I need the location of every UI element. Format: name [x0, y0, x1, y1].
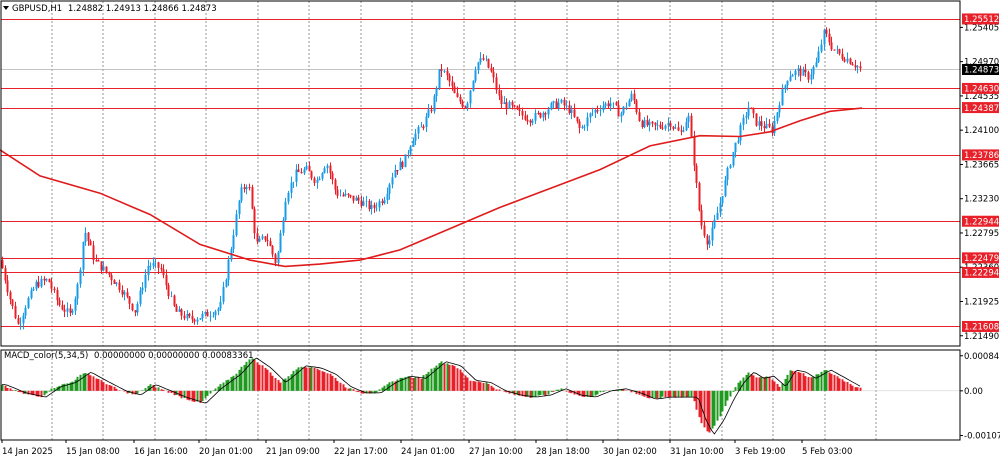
level-price-tag: [962, 102, 999, 114]
price-tick-label: 1.21490: [964, 332, 999, 342]
price-tick-label: 1.24970: [964, 58, 999, 68]
macd-signal-line: [2, 357, 861, 435]
time-tick-label: 3 Feb 19:00: [735, 447, 785, 457]
level-price-label: 1.24630: [964, 85, 999, 95]
time-tick-label: 24 Jan 01:00: [401, 447, 455, 457]
macd-tick-label: 0.00084161: [964, 352, 1000, 362]
price-tick-label: 1.24535: [964, 92, 999, 102]
header-symbol: GBPUSD,H1: [12, 4, 62, 14]
level-price-label: 1.25512: [964, 15, 999, 25]
price-panel[interactable]: [0, 1, 960, 346]
level-price-label: 1.22294: [964, 269, 999, 279]
price-tick-label: 1.23230: [964, 195, 999, 205]
macd-panel[interactable]: [1, 350, 960, 440]
level-price-tag: [962, 13, 999, 25]
chart-menu-icon[interactable]: [3, 6, 9, 10]
current-price-tag: [962, 64, 999, 75]
level-price-label: 1.22944: [964, 217, 999, 227]
moving-average-line: [0, 107, 863, 268]
time-tick-label: 20 Jan 01:00: [199, 447, 253, 457]
level-price-tag: [962, 82, 999, 94]
level-price-tag: [962, 215, 999, 227]
macd-tick-label: 0.00: [964, 387, 983, 397]
current-price-label: 1.24873: [964, 66, 999, 76]
header-ohlc: 1.24882 1.24913 1.24866 1.24873: [68, 4, 217, 14]
level-price-label: 1.22479: [964, 254, 999, 264]
time-tick-label: 5 Feb 03:00: [802, 447, 852, 457]
time-tick-label: 28 Jan 18:00: [536, 447, 590, 457]
time-tick-label: 14 Jan 2025: [2, 447, 53, 457]
level-price-label: 1.23786: [964, 151, 999, 161]
macd-tick-label: -0.00107338: [964, 432, 1000, 442]
level-price-label: 1.24387: [964, 104, 999, 114]
time-tick-label: 15 Jan 08:00: [66, 447, 120, 457]
price-tick-label: 1.23665: [964, 160, 999, 170]
level-price-label: 1.21608: [964, 323, 999, 333]
price-panel-frame: [0, 0, 961, 347]
indicator-header: MACD_color(5,34,5) 0.00000000 0.00000000…: [4, 351, 254, 361]
time-tick-label: 16 Jan 16:00: [134, 447, 188, 457]
time-tick-label: 30 Jan 02:00: [603, 447, 657, 457]
level-price-tag: [962, 266, 999, 278]
price-tick-label: 1.21925: [964, 297, 999, 307]
price-tick-label: 1.25405: [964, 23, 999, 33]
time-tick-label: 31 Jan 10:00: [670, 447, 724, 457]
symbol-header: GBPUSD,H1 1.24882 1.24913 1.24866 1.2487…: [12, 4, 217, 14]
price-tick-label: 1.24100: [964, 126, 999, 136]
time-tick-label: 27 Jan 10:00: [469, 447, 523, 457]
indicator-values: 0.00000000 0.00000000 0.00083361: [94, 351, 254, 361]
price-tick-label: 1.22795: [964, 229, 999, 239]
level-price-tag: [962, 252, 999, 264]
indicator-name: MACD_color(5,34,5): [4, 351, 88, 361]
level-price-tag: [962, 149, 999, 161]
time-tick-label: 22 Jan 17:00: [334, 447, 388, 457]
macd-panel-frame: [0, 349, 961, 441]
time-tick-label: 21 Jan 09:00: [266, 447, 320, 457]
level-price-tag: [962, 320, 999, 332]
